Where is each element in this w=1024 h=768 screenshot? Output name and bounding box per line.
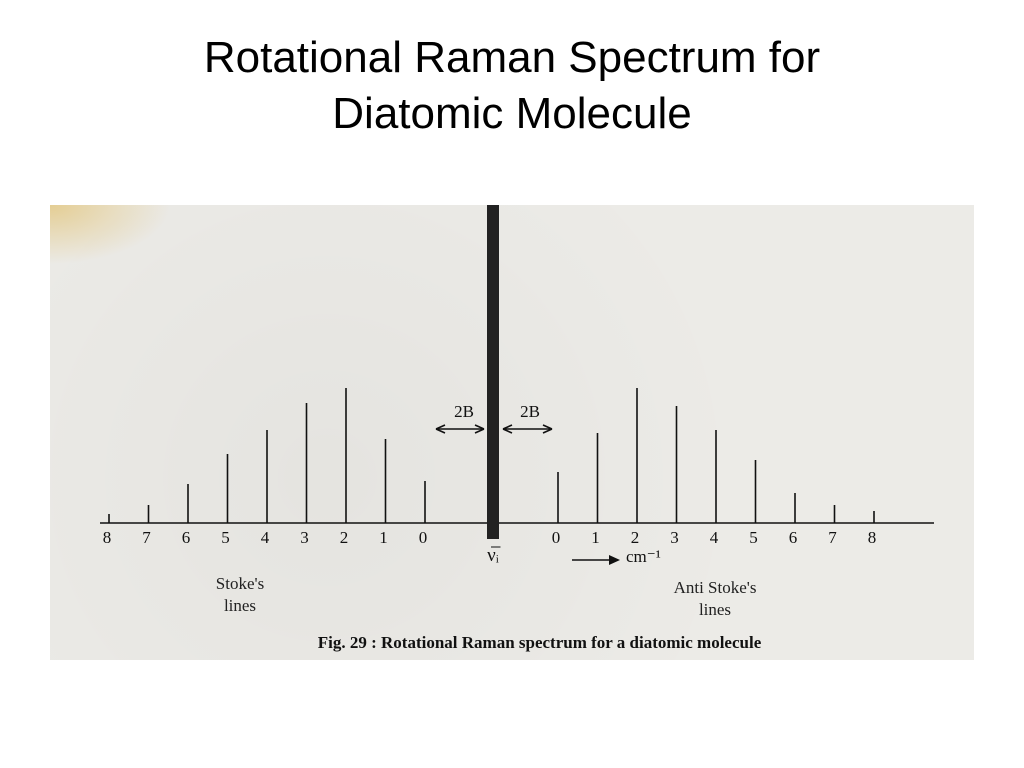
figure-caption-text: Fig. 29 : Rotational Raman spectrum for … (317, 633, 762, 652)
stokes-tick-label-j3: 3 (300, 528, 309, 547)
x-axis-unit-label: cm⁻¹ (626, 547, 661, 566)
raman-spectrum-chart: ν̅ᵢ 0 1 2 3 4 5 6 7 8 0 1 2 3 4 5 6 7 8 2B 2B cm⁻¹ (100, 205, 934, 566)
anti-stokes-tick-label-j2: 2 (631, 528, 640, 547)
anti-stokes-tick-label-j4: 4 (710, 528, 719, 547)
slide-title: Rotational Raman Spectrum for Diatomic M… (0, 30, 1024, 142)
spacing-label-left: 2B (454, 402, 474, 421)
slide-title-line2: Diatomic Molecule (332, 89, 692, 138)
rayleigh-line (487, 205, 499, 539)
anti-stokes-tick-label-j0: 0 (552, 528, 561, 547)
stokes-label-line2: lines (223, 596, 257, 615)
figure-caption: Fig. 29 : Rotational Raman spectrum for … (50, 633, 974, 653)
slide-title-line1: Rotational Raman Spectrum for (203, 33, 821, 82)
stokes-tick-label-j5: 5 (221, 528, 230, 547)
wavenumber-arrow (572, 555, 620, 565)
anti-stokes-label-line2: lines (698, 600, 732, 619)
stokes-tick-label-j1: 1 (379, 528, 388, 547)
rayleigh-label: ν̅ᵢ (487, 545, 501, 566)
anti-stokes-tick-label-j1: 1 (591, 528, 600, 547)
stokes-tick-label-j0: 0 (419, 528, 428, 547)
anti-stokes-label: Anti Stoke's lines (660, 577, 770, 621)
stokes-tick-label-j8: 8 (103, 528, 112, 547)
stokes-tick-label-j6: 6 (182, 528, 191, 547)
anti-stokes-tick-label-j3: 3 (670, 528, 679, 547)
stokes-label-line1: Stoke's (215, 574, 265, 593)
stokes-tick-label-j4: 4 (261, 528, 270, 547)
anti-stokes-tick-label-j5: 5 (749, 528, 758, 547)
anti-stokes-tick-label-j6: 6 (789, 528, 798, 547)
stokes-label: Stoke's lines (200, 573, 280, 617)
anti-stokes-tick-label-j7: 7 (828, 528, 837, 547)
stokes-tick-label-j7: 7 (142, 528, 151, 547)
spectrum-figure: ν̅ᵢ 0 1 2 3 4 5 6 7 8 0 1 2 3 4 5 6 7 8 2B 2B cm⁻¹ Stoke's li… (50, 205, 974, 660)
anti-stokes-tick-label-j8: 8 (868, 528, 877, 547)
anti-stokes-label-line1: Anti Stoke's (673, 578, 757, 597)
spacing-arrow-left (435, 424, 485, 434)
spacing-arrow-right (502, 424, 553, 434)
spacing-label-right: 2B (520, 402, 540, 421)
stokes-tick-label-j2: 2 (340, 528, 349, 547)
